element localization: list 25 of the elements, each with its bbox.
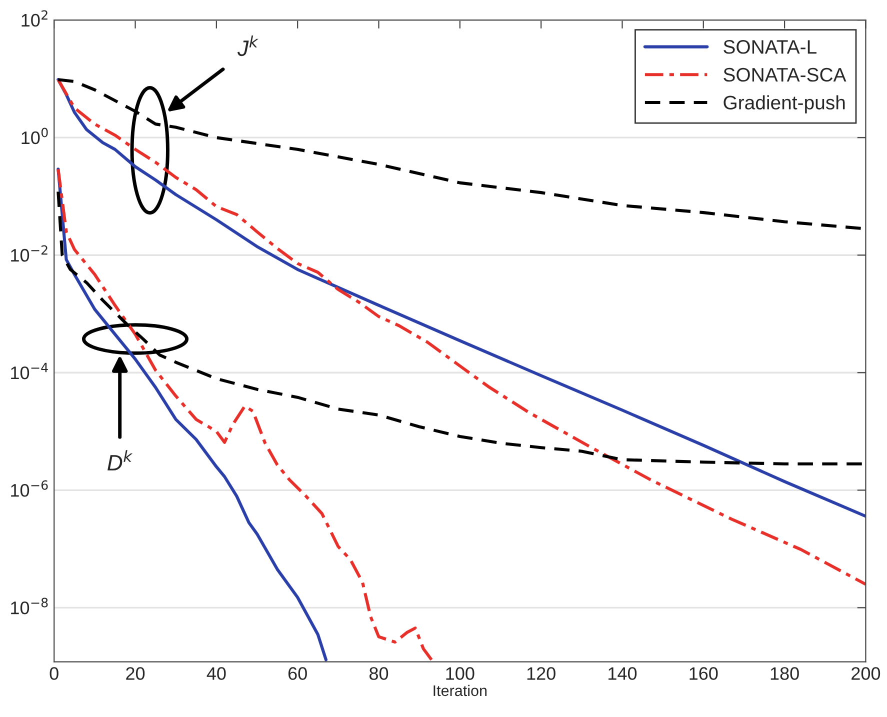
legend-label: SONATA-SCA bbox=[724, 68, 846, 82]
x-tick-label: 100 bbox=[446, 667, 474, 680]
x-tick-label: 200 bbox=[852, 667, 880, 680]
x-tick-label: 40 bbox=[206, 667, 226, 680]
x-tick-label: 120 bbox=[527, 667, 556, 680]
x-axis-title: Iteration bbox=[434, 684, 487, 696]
x-tick-label: 140 bbox=[608, 667, 637, 680]
legend-label: Gradient-push bbox=[724, 95, 845, 114]
annotation: J$^{k}$ bbox=[237, 36, 258, 56]
legend-label: SONATA-L bbox=[724, 40, 816, 54]
x-tick-label: 20 bbox=[126, 667, 145, 680]
x-tick-label: 60 bbox=[288, 667, 307, 680]
line-series bbox=[56, 168, 328, 662]
x-tick-label: 0 bbox=[50, 667, 58, 680]
y-tick-label: 10$^{−8}$ bbox=[11, 598, 48, 614]
y-tick-label: 10$^{2}$ bbox=[22, 10, 48, 27]
x-tick-label: 160 bbox=[690, 667, 718, 680]
x-tick-label: 180 bbox=[770, 667, 799, 680]
line-series bbox=[56, 168, 434, 662]
y-tick-label: 10$^{0}$ bbox=[22, 128, 48, 144]
y-tick-label: 10$^{−6}$ bbox=[11, 480, 48, 497]
y-tick-label: 10$^{−4}$ bbox=[11, 362, 48, 380]
x-tick-label: 80 bbox=[369, 667, 388, 680]
annotation: D$^{k}$ bbox=[108, 450, 133, 470]
y-tick-label: 10$^{−2}$ bbox=[11, 245, 48, 262]
